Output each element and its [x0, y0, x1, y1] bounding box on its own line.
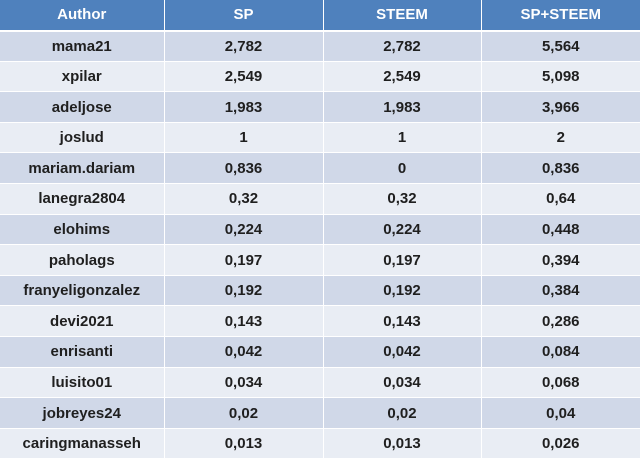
author-cell: jobreyes24 — [0, 397, 165, 429]
header-sp-plus-steem: SP+STEEM — [481, 0, 640, 32]
sp-cell: 2,782 — [164, 30, 324, 62]
sp-plus-steem-cell: 0,836 — [481, 152, 640, 185]
author-cell: elohims — [0, 214, 165, 246]
table-header: Author SP STEEM SP+STEEM — [0, 0, 640, 32]
author-cell: lanegra2804 — [0, 183, 165, 215]
table-row: paholags 0,197 0,197 0,394 — [0, 244, 640, 276]
sp-plus-steem-cell: 0,384 — [481, 275, 640, 307]
sp-plus-steem-cell: 3,966 — [481, 91, 640, 123]
steem-cell: 2,549 — [323, 61, 482, 93]
steem-cell: 0,197 — [323, 244, 482, 276]
sp-cell: 0,192 — [164, 275, 324, 307]
steem-cell: 0,042 — [323, 336, 482, 368]
sp-cell: 0,197 — [164, 244, 324, 276]
table-row: mama21 2,782 2,782 5,564 — [0, 30, 640, 62]
sp-cell: 0,143 — [164, 305, 324, 338]
steem-cell: 0,02 — [323, 397, 482, 429]
table-row: franyeligonzalez 0,192 0,192 0,384 — [0, 275, 640, 307]
sp-cell: 0,836 — [164, 152, 324, 185]
sp-plus-steem-cell: 5,098 — [481, 61, 640, 93]
sp-plus-steem-cell: 0,286 — [481, 305, 640, 338]
sp-plus-steem-cell: 0,084 — [481, 336, 640, 368]
sp-cell: 1 — [164, 122, 324, 154]
sp-plus-steem-cell: 0,026 — [481, 428, 640, 460]
steem-cell: 0,192 — [323, 275, 482, 307]
table-row: elohims 0,224 0,224 0,448 — [0, 214, 640, 246]
author-cell: joslud — [0, 122, 165, 154]
author-cell: mariam.dariam — [0, 152, 165, 185]
author-cell: luisito01 — [0, 367, 165, 399]
author-cell: caringmanasseh — [0, 428, 165, 460]
sp-cell: 0,034 — [164, 367, 324, 399]
steem-cell: 2,782 — [323, 30, 482, 62]
table-row: joslud 1 1 2 — [0, 122, 640, 154]
sp-cell: 0,32 — [164, 183, 324, 215]
sp-plus-steem-cell: 0,04 — [481, 397, 640, 429]
sp-cell: 1,983 — [164, 91, 324, 123]
sp-plus-steem-cell: 0,068 — [481, 367, 640, 399]
table-row: luisito01 0,034 0,034 0,068 — [0, 367, 640, 399]
sp-cell: 0,224 — [164, 214, 324, 246]
author-cell: mama21 — [0, 30, 165, 62]
sp-plus-steem-cell: 0,64 — [481, 183, 640, 215]
author-rewards-table: Author SP STEEM SP+STEEM mama21 2,782 2,78… — [0, 0, 640, 460]
author-cell: paholags — [0, 244, 165, 276]
sp-plus-steem-cell: 5,564 — [481, 30, 640, 62]
table-row: caringmanasseh 0,013 0,013 0,026 — [0, 428, 640, 460]
table-row: enrisanti 0,042 0,042 0,084 — [0, 336, 640, 368]
table-row: lanegra2804 0,32 0,32 0,64 — [0, 183, 640, 215]
sp-cell: 0,042 — [164, 336, 324, 368]
sp-plus-steem-cell: 0,394 — [481, 244, 640, 276]
sp-plus-steem-cell: 0,448 — [481, 214, 640, 246]
steem-cell: 1,983 — [323, 91, 482, 123]
sp-cell: 2,549 — [164, 61, 324, 93]
table-row: adeljose 1,983 1,983 3,966 — [0, 91, 640, 123]
header-author: Author — [0, 0, 165, 32]
table-body: mama21 2,782 2,782 5,564 xpilar 2,549 2,549 5,0… — [0, 30, 640, 460]
steem-cell: 0,32 — [323, 183, 482, 215]
table-row: mariam.dariam 0,836 0 0,836 — [0, 152, 640, 185]
steem-cell: 0,224 — [323, 214, 482, 246]
table-row: jobreyes24 0,02 0,02 0,04 — [0, 397, 640, 429]
header-row: Author SP STEEM SP+STEEM — [0, 0, 640, 32]
sp-cell: 0,02 — [164, 397, 324, 429]
steem-cell: 0,034 — [323, 367, 482, 399]
author-cell: enrisanti — [0, 336, 165, 368]
steem-cell: 0,013 — [323, 428, 482, 460]
author-cell: xpilar — [0, 61, 165, 93]
sp-cell: 0,013 — [164, 428, 324, 460]
header-steem: STEEM — [323, 0, 482, 32]
header-sp: SP — [164, 0, 324, 32]
author-cell: devi2021 — [0, 305, 165, 338]
table-row: devi2021 0,143 0,143 0,286 — [0, 305, 640, 338]
steem-cell: 0,143 — [323, 305, 482, 338]
sp-plus-steem-cell: 2 — [481, 122, 640, 154]
table-row: xpilar 2,549 2,549 5,098 — [0, 61, 640, 93]
author-cell: adeljose — [0, 91, 165, 123]
author-cell: franyeligonzalez — [0, 275, 165, 307]
steem-cell: 0 — [323, 152, 482, 185]
steem-cell: 1 — [323, 122, 482, 154]
